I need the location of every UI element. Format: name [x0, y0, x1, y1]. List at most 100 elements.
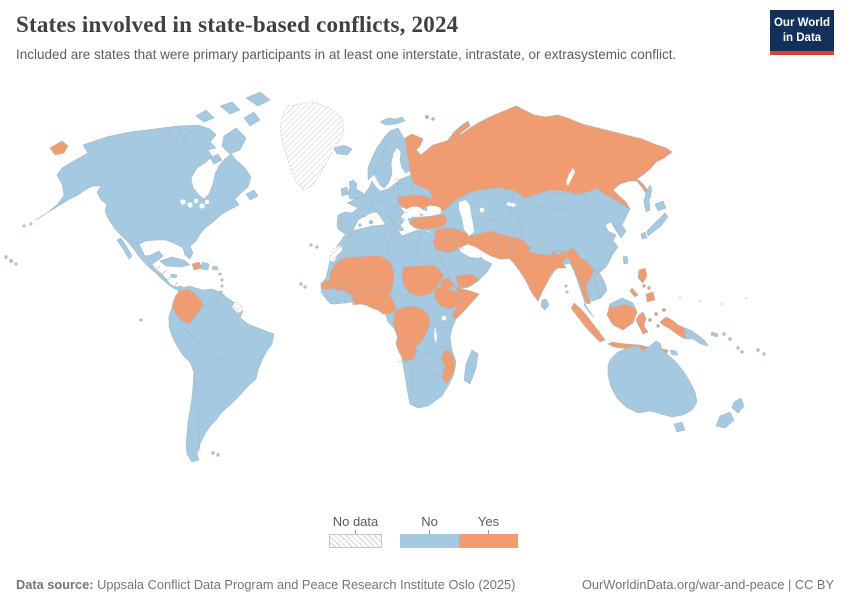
legend-binary-bar: No Yes [400, 514, 518, 548]
russia-arctic-islands[interactable] [425, 115, 471, 145]
country-bhutan[interactable] [554, 250, 563, 256]
country-sudan[interactable] [401, 264, 445, 297]
country-benin-togo-coast[interactable] [351, 294, 361, 306]
attribution-link[interactable]: OurWorldinData.org/war-and-peace | CC BY [581, 577, 834, 592]
country-yemen[interactable] [455, 273, 480, 288]
country-ireland[interactable] [340, 186, 349, 197]
territory-french-guiana[interactable] [231, 301, 244, 314]
country-colombia[interactable] [171, 288, 204, 325]
country-mozambique[interactable] [440, 349, 456, 385]
svalbard-islands[interactable] [379, 116, 406, 126]
world-map[interactable] [0, 88, 850, 513]
lake-tanganyika [434, 326, 437, 344]
chukotka-west-fragment[interactable] [49, 140, 69, 156]
country-timor-leste[interactable] [669, 349, 679, 356]
region-scandinavia[interactable] [367, 127, 412, 189]
borders-south-america [183, 291, 249, 453]
borders-north-africa [339, 227, 421, 296]
country-iceland[interactable] [333, 144, 353, 156]
country-australia-tasmania[interactable] [673, 421, 686, 433]
legend-label-no: No [421, 514, 438, 529]
country-australia[interactable] [607, 340, 698, 418]
melanesia-islands[interactable] [710, 331, 766, 356]
country-malaysia-borneo[interactable] [609, 297, 636, 309]
indian-ocean-islands[interactable] [564, 284, 569, 294]
border-lesotho [425, 393, 431, 399]
footer: Data source: Uppsala Conflict Data Progr… [0, 577, 850, 592]
legend-item-no-data[interactable]: No data [329, 514, 382, 548]
border-belarus [393, 178, 414, 198]
country-north-america-mainland[interactable] [35, 124, 252, 293]
lake-victoria [441, 315, 447, 321]
lake-balkhash [506, 202, 516, 207]
border-central-america [154, 265, 178, 288]
border-us-mexico [121, 235, 140, 245]
country-cameroon[interactable] [377, 295, 397, 315]
country-dominican-republic[interactable] [200, 261, 210, 271]
country-taiwan[interactable] [622, 255, 629, 265]
data-source-note: Data source: Uppsala Conflict Data Progr… [16, 577, 515, 592]
legend-label-no-data: No data [332, 514, 379, 529]
country-sri-lanka[interactable] [540, 298, 550, 311]
legend-item-no[interactable]: No [400, 514, 459, 548]
country-dr-congo[interactable] [392, 305, 431, 350]
owid-logo-line1: Our World [773, 17, 830, 29]
world-map-container [0, 88, 850, 513]
country-angola[interactable] [395, 337, 418, 362]
country-indonesia-papua[interactable] [659, 316, 686, 340]
data-source-text: Uppsala Conflict Data Program and Peace … [93, 577, 516, 592]
region-levant-iraq-iran-afghanistan-pakistan[interactable] [429, 227, 525, 260]
legend-tick [355, 530, 356, 534]
legend-label-yes: Yes [477, 514, 500, 529]
country-jamaica[interactable] [170, 273, 178, 279]
borders-central-asia [459, 189, 526, 237]
canada-arctic-islands[interactable] [167, 91, 271, 201]
border-mongolia [526, 192, 590, 210]
great-lakes [180, 198, 210, 209]
border-norway-sweden-finland [373, 141, 400, 175]
country-indonesia-sumatra[interactable] [570, 302, 606, 343]
country-sakhalin-japan-north[interactable] [643, 184, 653, 213]
hawaii-islands[interactable] [4, 255, 18, 266]
owid-logo[interactable]: Our World in Data [770, 10, 834, 55]
legend-item-yes[interactable]: Yes [459, 514, 518, 548]
aleutian-islands[interactable] [22, 222, 33, 228]
borders-europe [339, 186, 412, 230]
country-philippines[interactable] [629, 267, 656, 303]
country-nepal[interactable] [528, 247, 553, 256]
country-somalia[interactable] [451, 286, 480, 320]
country-greenland[interactable] [279, 101, 345, 191]
country-madagascar[interactable] [463, 349, 479, 385]
country-indonesia-sulawesi[interactable] [635, 311, 649, 335]
legend-swatch-no[interactable] [400, 534, 459, 548]
country-haiti[interactable] [191, 261, 203, 271]
country-turkey[interactable] [409, 213, 448, 230]
legend-tick [429, 530, 430, 534]
page-title: States involved in state-based conflicts… [16, 12, 459, 37]
legend-swatch-yes[interactable] [459, 534, 518, 548]
country-eritrea[interactable] [440, 277, 456, 289]
country-new-zealand[interactable] [715, 397, 745, 429]
country-japan[interactable] [640, 200, 669, 240]
galapagos-canary-capeverde-islands[interactable] [139, 243, 319, 322]
country-cuba[interactable] [159, 256, 191, 268]
country-papua-new-guinea[interactable] [684, 327, 709, 347]
legend-swatch-no-data[interactable] [329, 534, 382, 548]
page-subtitle: Included are states that were primary pa… [16, 47, 677, 62]
border-us-canada [104, 201, 214, 223]
borders-southeast-asia [577, 257, 602, 299]
country-puerto-rico[interactable] [211, 265, 219, 271]
country-mexico-baja[interactable] [116, 237, 133, 260]
falkland-islands[interactable] [211, 451, 220, 457]
caspian-sea [459, 200, 474, 236]
lake-baikal [566, 168, 575, 186]
territory-western-sahara[interactable] [328, 244, 344, 263]
legend-tick [488, 530, 489, 534]
borders-southern-africa [391, 317, 445, 391]
sea-of-azov [427, 206, 441, 214]
data-source-label: Data source: [16, 577, 94, 592]
country-united-kingdom[interactable] [347, 179, 364, 200]
header: States involved in state-based conflicts… [16, 12, 760, 62]
border-korea [612, 225, 621, 229]
map-legend: No data No Yes [329, 514, 518, 548]
